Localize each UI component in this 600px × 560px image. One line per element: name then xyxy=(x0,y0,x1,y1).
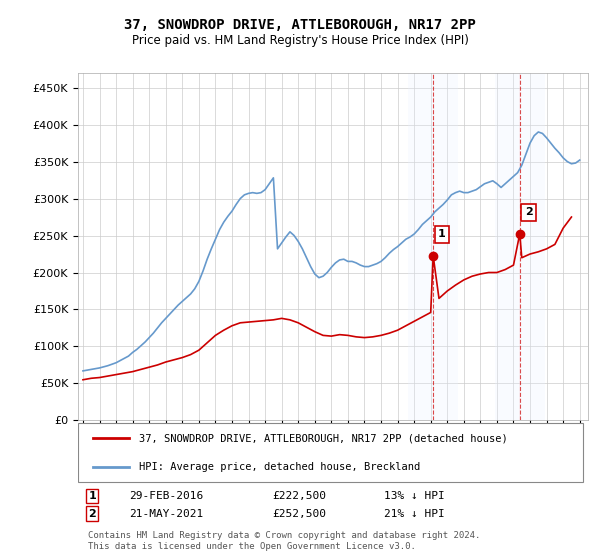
Text: 2: 2 xyxy=(88,508,96,519)
Text: 37, SNOWDROP DRIVE, ATTLEBOROUGH, NR17 2PP (detached house): 37, SNOWDROP DRIVE, ATTLEBOROUGH, NR17 2… xyxy=(139,433,508,444)
Text: Price paid vs. HM Land Registry's House Price Index (HPI): Price paid vs. HM Land Registry's House … xyxy=(131,34,469,48)
Text: Contains HM Land Registry data © Crown copyright and database right 2024.
This d: Contains HM Land Registry data © Crown c… xyxy=(88,531,481,551)
Bar xyxy=(495,73,545,421)
Text: HPI: Average price, detached house, Breckland: HPI: Average price, detached house, Brec… xyxy=(139,461,421,472)
Bar xyxy=(433,73,434,421)
Text: 21% ↓ HPI: 21% ↓ HPI xyxy=(384,508,445,519)
Text: 29-FEB-2016: 29-FEB-2016 xyxy=(129,491,203,501)
Text: £222,500: £222,500 xyxy=(272,491,326,501)
Text: 2: 2 xyxy=(525,207,532,217)
Text: 21-MAY-2021: 21-MAY-2021 xyxy=(129,508,203,519)
Text: £252,500: £252,500 xyxy=(272,508,326,519)
Text: 37, SNOWDROP DRIVE, ATTLEBOROUGH, NR17 2PP: 37, SNOWDROP DRIVE, ATTLEBOROUGH, NR17 2… xyxy=(124,18,476,32)
Bar xyxy=(409,73,458,421)
FancyBboxPatch shape xyxy=(78,423,583,482)
Text: 13% ↓ HPI: 13% ↓ HPI xyxy=(384,491,445,501)
Text: 1: 1 xyxy=(438,230,446,239)
Text: 1: 1 xyxy=(88,491,96,501)
